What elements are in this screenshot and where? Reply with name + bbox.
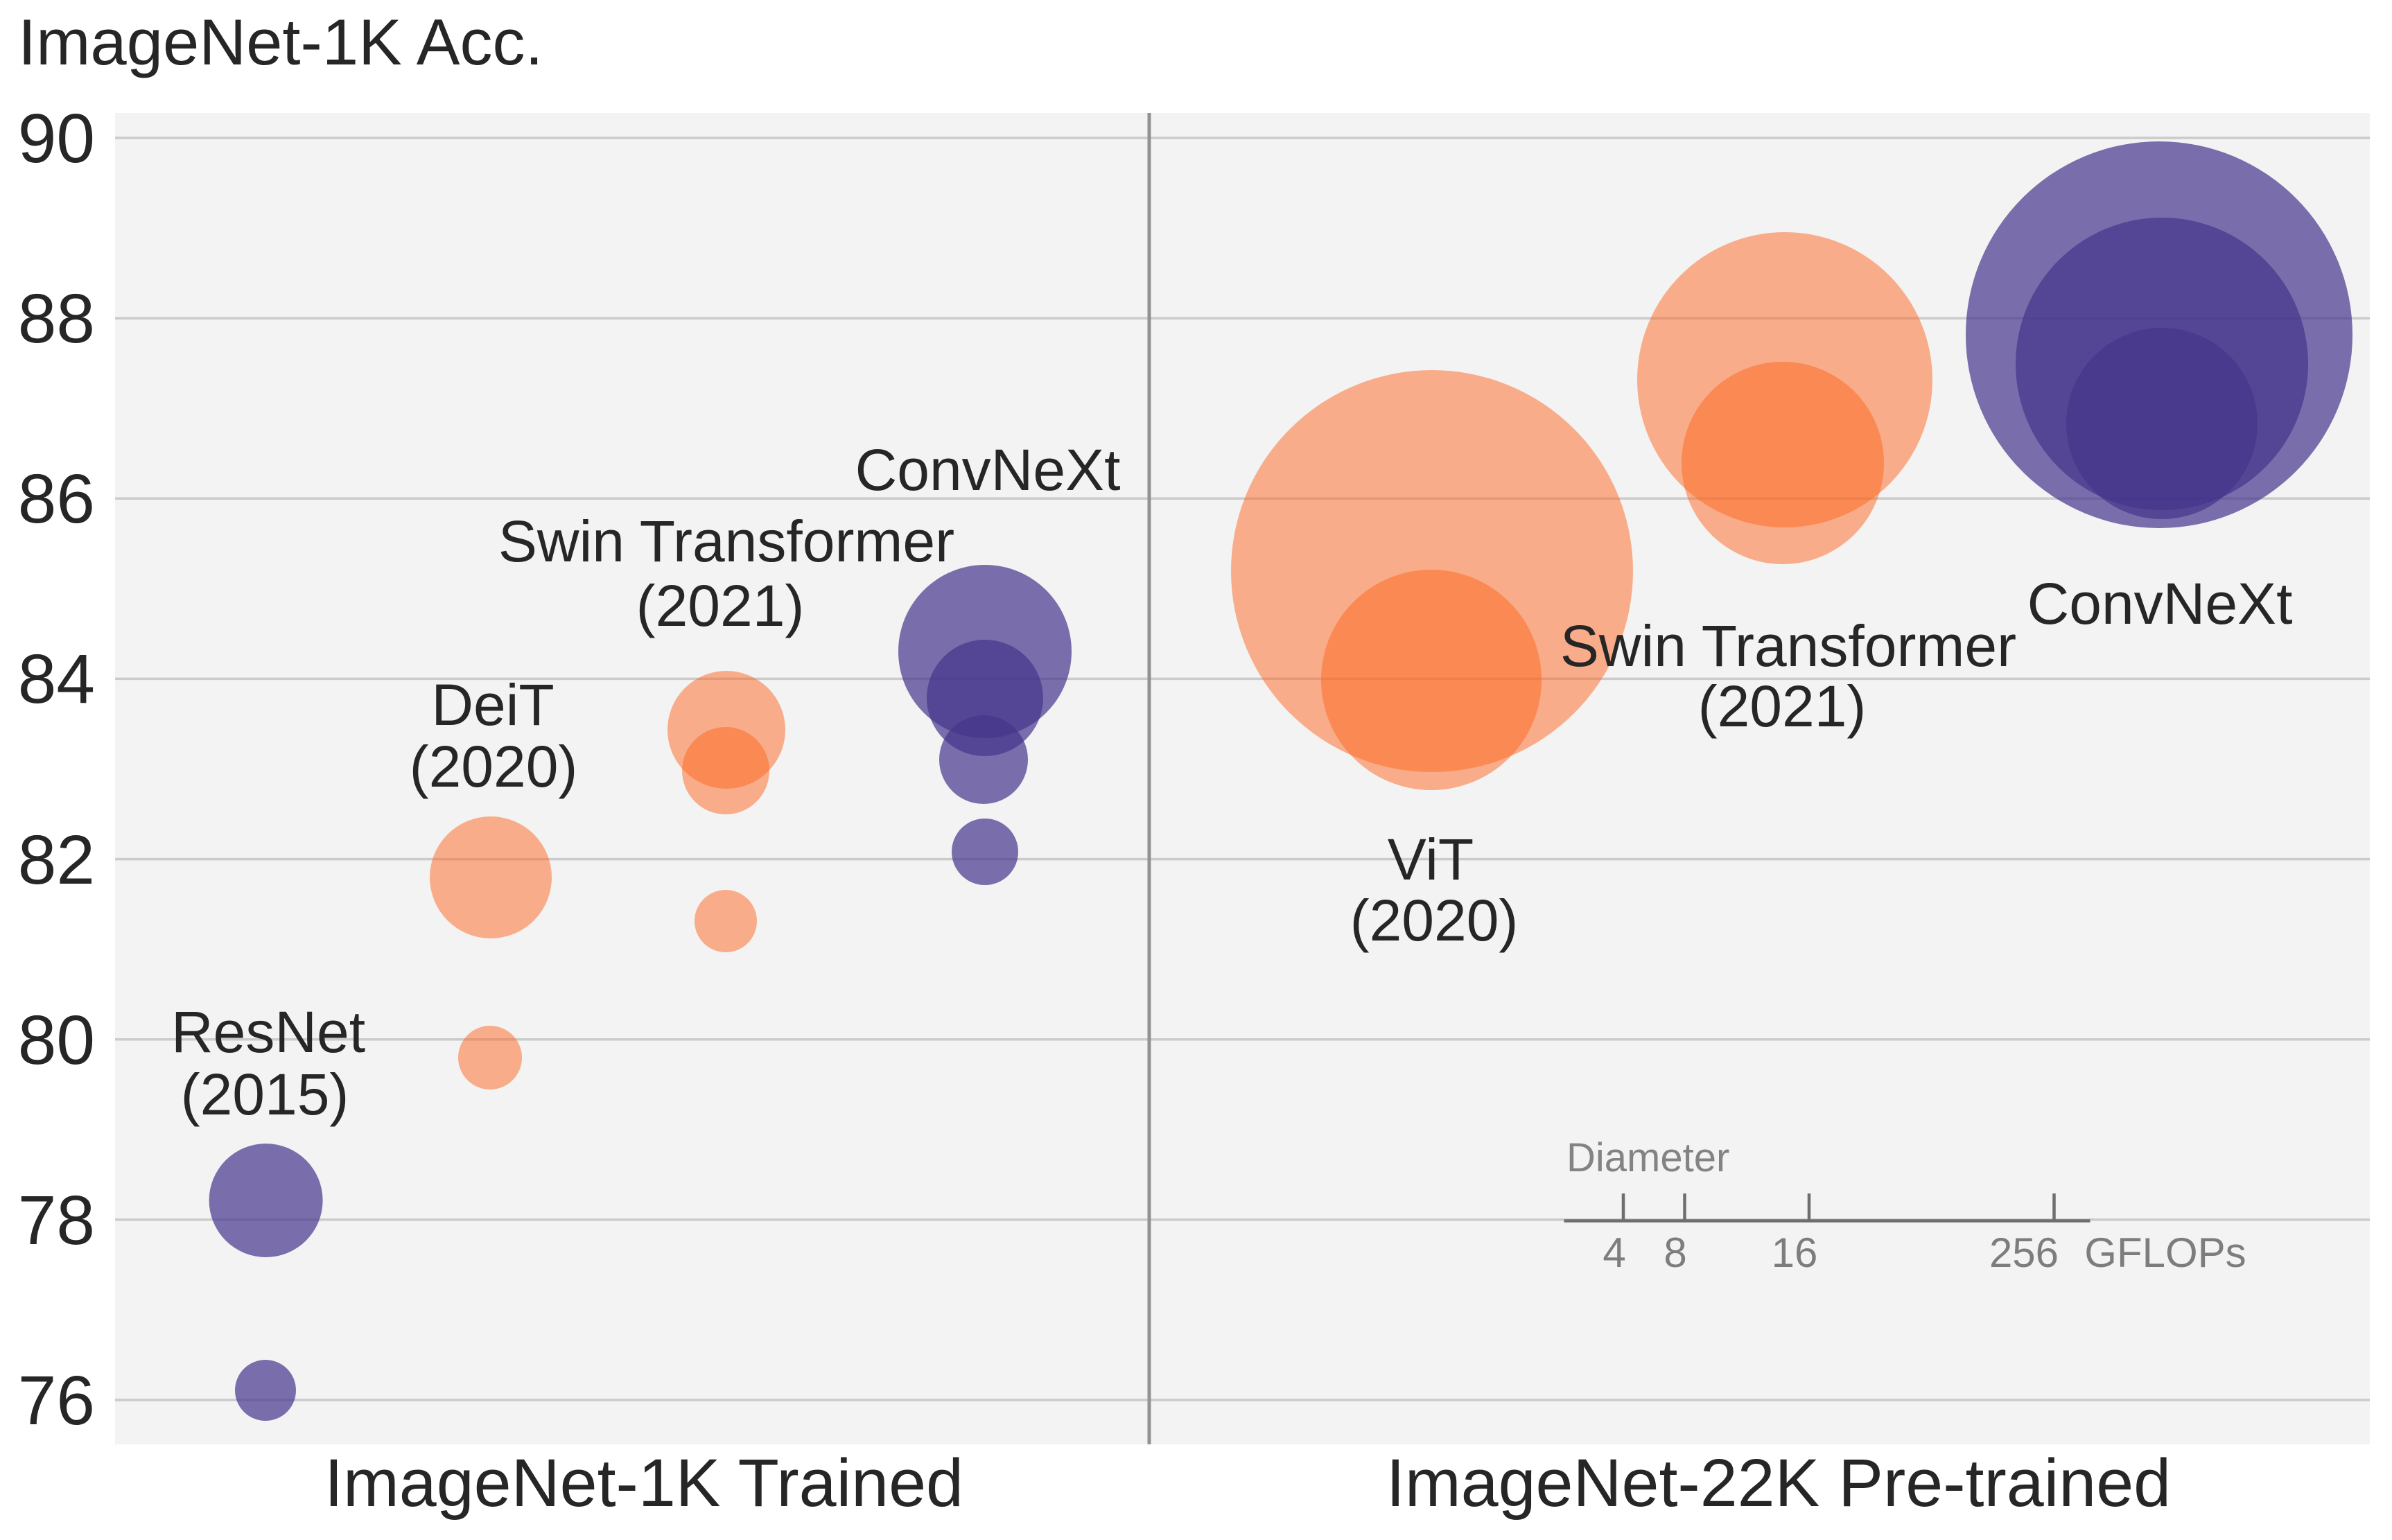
svg-text:(2021): (2021) <box>636 573 805 638</box>
svg-text:(2015): (2015) <box>181 1062 349 1127</box>
svg-text:86: 86 <box>18 460 95 538</box>
svg-text:(2020): (2020) <box>1350 888 1519 953</box>
svg-text:DeiT: DeiT <box>431 672 554 737</box>
svg-text:ImageNet-1K Trained: ImageNet-1K Trained <box>324 1445 963 1521</box>
svg-text:Diameter: Diameter <box>1566 1135 1729 1180</box>
svg-text:8: 8 <box>1664 1230 1686 1276</box>
svg-text:78: 78 <box>18 1182 95 1259</box>
svg-text:(2021): (2021) <box>1698 674 1867 739</box>
svg-text:ViT: ViT <box>1388 827 1474 892</box>
svg-text:76: 76 <box>18 1362 95 1440</box>
svg-text:16: 16 <box>1772 1230 1818 1276</box>
svg-text:88: 88 <box>18 280 95 358</box>
svg-text:GFLOPs: GFLOPs <box>2084 1230 2246 1276</box>
svg-text:Swin Transformer: Swin Transformer <box>498 509 954 574</box>
svg-text:82: 82 <box>18 821 95 899</box>
svg-text:90: 90 <box>18 100 95 177</box>
svg-text:ConvNeXt: ConvNeXt <box>2027 571 2293 636</box>
svg-text:256: 256 <box>1989 1230 2059 1276</box>
svg-text:(2020): (2020) <box>410 734 578 799</box>
svg-text:ImageNet-22K Pre-trained: ImageNet-22K Pre-trained <box>1386 1445 2171 1521</box>
svg-text:ImageNet-1K Acc.: ImageNet-1K Acc. <box>18 6 543 78</box>
svg-text:Swin Transformer: Swin Transformer <box>1560 613 2016 679</box>
svg-text:80: 80 <box>18 1001 95 1079</box>
svg-text:ResNet: ResNet <box>171 999 365 1065</box>
svg-text:ConvNeXt: ConvNeXt <box>855 437 1121 502</box>
svg-text:84: 84 <box>18 640 95 718</box>
svg-text:4: 4 <box>1603 1230 1625 1276</box>
